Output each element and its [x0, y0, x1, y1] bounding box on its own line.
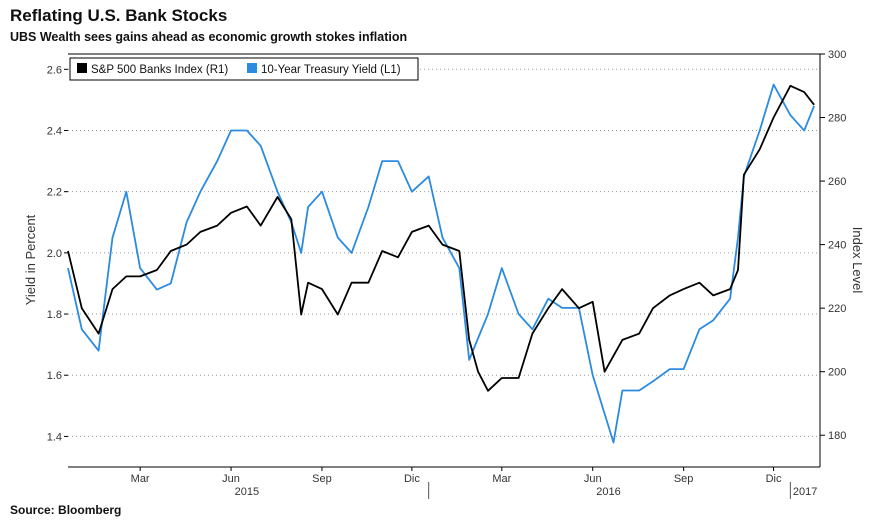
legend-swatch-treasury [247, 63, 257, 73]
y-axis-right-label: Index Level [850, 227, 865, 294]
x-axis-ticks: Mar Jun Sep Dic Mar Jun Sep Dic 2015 2016 2017 [131, 467, 817, 499]
y-axis-left-ticks: 1.4 1.6 1.8 2.0 2.2 2.4 2.6 [47, 64, 68, 443]
grid-lines [68, 68, 820, 437]
x-month-label-7: Dic [766, 473, 782, 485]
y-right-tick-label-5: 280 [828, 113, 846, 125]
y-left-tick-label-6: 2.6 [47, 64, 62, 76]
y-right-tick-label-1: 200 [828, 367, 846, 379]
y-right-tick-label-0: 180 [828, 430, 846, 442]
y-right-tick-label-2: 220 [828, 303, 846, 315]
x-year-label-0: 2015 [235, 486, 259, 498]
y-left-tick-label-2: 1.8 [47, 309, 62, 321]
x-month-label-1: Jun [222, 473, 240, 485]
y-right-tick-label-6: 300 [828, 49, 846, 61]
series-line-treasury [67, 83, 815, 444]
source-value: Bloomberg [58, 503, 122, 517]
series-line-banks [67, 84, 815, 392]
axes [68, 53, 821, 468]
y-axis-right-ticks: 180 200 220 240 260 280 300 [820, 49, 846, 442]
y-left-tick-label-1: 1.6 [47, 370, 62, 382]
chart-title: Reflating U.S. Bank Stocks [10, 6, 228, 25]
x-month-label-4: Mar [492, 473, 511, 485]
legend-label-banks: S&P 500 Banks Index (R1) [91, 64, 228, 76]
chart-subtitle: UBS Wealth sees gains ahead as economic … [10, 30, 408, 44]
legend-label-treasury: 10-Year Treasury Yield (L1) [261, 64, 401, 76]
x-year-label-1: 2016 [596, 486, 620, 498]
x-year-label-2: 2017 [793, 486, 817, 498]
series-lines [67, 83, 815, 444]
y-left-tick-label-5: 2.4 [47, 125, 62, 137]
x-month-label-5: Jun [584, 473, 602, 485]
y-right-tick-label-4: 260 [828, 176, 846, 188]
legend: S&P 500 Banks Index (R1) 10-Year Treasur… [69, 57, 419, 81]
x-month-label-2: Sep [312, 473, 332, 485]
y-left-tick-label-3: 2.0 [47, 248, 62, 260]
x-month-label-3: Dic [404, 473, 420, 485]
y-left-tick-label-0: 1.4 [47, 431, 62, 443]
source-note: Source: Bloomberg [10, 503, 121, 517]
legend-box [69, 57, 419, 81]
y-axis-left-label: Yield in Percent [23, 214, 38, 305]
y-left-tick-label-4: 2.2 [47, 187, 62, 199]
legend-swatch-banks [77, 63, 87, 73]
y-right-tick-label-3: 240 [828, 240, 846, 252]
x-month-label-6: Sep [674, 473, 694, 485]
source-label: Source: [10, 503, 55, 517]
x-month-label-0: Mar [131, 473, 150, 485]
